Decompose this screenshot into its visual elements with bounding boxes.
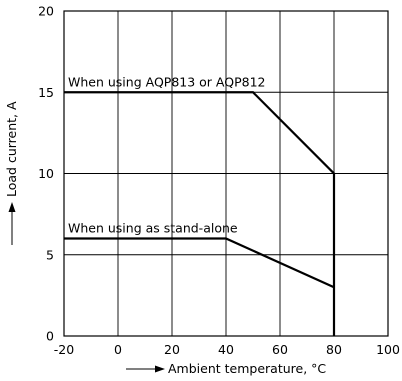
series-annotations: When using AQP813 or AQP812 When using as… (68, 74, 265, 235)
x-tick-label: 80 (326, 342, 342, 357)
x-tick-label: 100 (376, 342, 400, 357)
y-axis-title: Load current, A (4, 101, 19, 245)
series-annotation: When using as stand-alone (68, 221, 238, 236)
x-axis-label: Ambient temperature, °C (168, 361, 326, 376)
x-tick-labels: -20 0 20 40 60 80 100 (54, 342, 400, 357)
x-tick-label: 0 (114, 342, 122, 357)
y-tick-label: 10 (38, 166, 54, 181)
x-tick-label: 20 (164, 342, 180, 357)
series-line (64, 237, 335, 289)
y-tick-label: 5 (46, 247, 54, 262)
x-axis-title: Ambient temperature, °C (126, 361, 326, 376)
series-line (64, 91, 336, 336)
x-tick-label: 40 (218, 342, 234, 357)
x-tick-label: 60 (272, 342, 288, 357)
plot-frame (63, 10, 389, 337)
series-annotation: When using AQP813 or AQP812 (68, 74, 265, 89)
grid-lines (63, 10, 389, 337)
series-lines (64, 91, 336, 336)
y-tick-label: 15 (38, 85, 54, 100)
x-tick-label: -20 (54, 342, 74, 357)
y-axis-label: Load current, A (4, 101, 19, 197)
y-tick-labels: 0 5 10 15 20 (38, 4, 54, 344)
y-tick-label: 20 (38, 4, 54, 19)
y-tick-label: 0 (46, 329, 54, 344)
